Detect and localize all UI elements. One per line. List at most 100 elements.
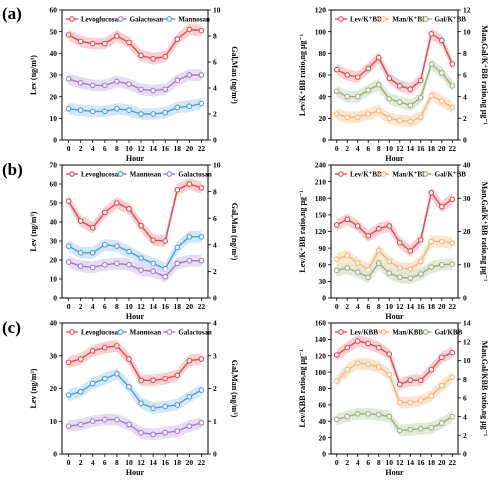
series-point (407, 102, 414, 109)
series-point (386, 223, 393, 229)
x-tick-label: 10 (125, 458, 133, 467)
series-point (396, 399, 403, 406)
y-right-tick-label: 0 (213, 450, 217, 459)
series-point (65, 423, 72, 430)
y-left-tick-label: 10 (50, 417, 58, 426)
legend-label: Mannosan (130, 171, 162, 179)
y-right-axis-label: Man,Gal/KBB ratio,ng μg⁻¹ (480, 341, 489, 437)
series-point (375, 81, 382, 88)
x-tick-label: 12 (396, 302, 404, 311)
y-right-axis-label: Gal,Man (ng/m³) (230, 203, 239, 261)
legend-marker (166, 16, 173, 22)
y-right-tick-label: 6 (213, 58, 217, 67)
x-tick-label: 6 (366, 144, 370, 153)
series-point (407, 275, 414, 281)
x-tick-label: 6 (366, 458, 370, 467)
series-point (449, 374, 456, 381)
series-point (150, 87, 156, 94)
y-left-tick-label: 0 (53, 136, 57, 145)
y-left-tick-label: 120 (315, 6, 327, 15)
y-right-tick-label: 0 (213, 294, 217, 303)
series-point (333, 111, 340, 117)
x-tick-label: 4 (356, 302, 360, 311)
legend-marker (69, 16, 75, 22)
series-point (114, 343, 120, 349)
legend-label: Mannosan (130, 329, 162, 337)
series-point (386, 95, 393, 102)
x-tick-label: 12 (137, 302, 145, 311)
y-right-tick-label: 1 (213, 417, 217, 426)
series-point (89, 249, 96, 256)
series-point (344, 252, 351, 259)
series-point (150, 431, 156, 438)
x-tick-label: 16 (417, 144, 425, 153)
x-axis-label: Hour (126, 154, 145, 163)
legend-label: Gal/K⁺BB (435, 171, 467, 179)
series-point (162, 273, 169, 280)
y-left-tick-label: 20 (319, 433, 327, 442)
series-point (89, 40, 96, 47)
legend-marker (338, 171, 344, 177)
y-left-tick-label: 100 (315, 27, 327, 36)
y-right-tick-label: 12 (463, 6, 471, 15)
series-point (407, 426, 414, 433)
series-point (354, 114, 361, 121)
x-tick-label: 0 (335, 458, 339, 467)
x-tick-label: 20 (438, 458, 446, 467)
legend-label: Lev/K⁺BB (350, 16, 382, 24)
series-point (101, 209, 108, 216)
series-point (150, 405, 156, 412)
y-left-axis-label: Lev/K⁺BB ratio,ng μg⁻¹ (298, 190, 307, 273)
series-point (333, 66, 340, 73)
series-point (354, 269, 361, 275)
series-point (101, 344, 108, 351)
series-point (186, 72, 193, 78)
y-left-tick-label: 90 (319, 244, 327, 253)
series-point (375, 107, 382, 114)
x-tick-label: 22 (198, 458, 206, 467)
series-point (449, 196, 456, 203)
series-point (396, 427, 403, 434)
series-point (344, 93, 351, 100)
chart-0: 0 2 4 6 8 10 12 14 16 18 20 22Hour01020304050600246… (29, 6, 239, 163)
series-point (174, 77, 181, 84)
series-point (65, 392, 72, 398)
series-point (344, 265, 351, 271)
x-tick-label: 12 (137, 144, 145, 153)
y-right-tick-label: 10 (213, 6, 221, 15)
series-point (198, 100, 205, 107)
series-point (126, 107, 132, 113)
series-band (68, 254, 202, 283)
y-right-tick-label: 2 (213, 110, 217, 119)
series-point (174, 260, 181, 267)
y-left-tick-label: 0 (322, 136, 326, 145)
x-tick-label: 10 (125, 144, 133, 153)
series-point (386, 115, 393, 122)
x-tick-label: 20 (438, 302, 446, 311)
y-right-tick-label: 40 (463, 161, 471, 170)
series-point (449, 413, 456, 420)
y-right-tick-label: 4 (463, 92, 467, 101)
series-point (407, 86, 414, 92)
series-point (333, 222, 340, 228)
legend-label: Man/KBB (392, 329, 423, 337)
series-point (375, 225, 382, 232)
series-point (198, 356, 205, 362)
series-point (138, 267, 144, 273)
series-point (438, 382, 445, 389)
series-point (449, 82, 456, 89)
legend-label: Galactosan (178, 171, 212, 179)
x-tick-label: 20 (186, 302, 194, 311)
legend-marker (166, 171, 173, 177)
series-point (375, 344, 382, 351)
series-point (186, 233, 193, 240)
series-point (65, 259, 72, 265)
y-right-axis-label: Man,Gal/K⁺BB ratio,ng μg⁻¹ (480, 182, 489, 282)
series-point (407, 118, 414, 125)
series-point (114, 78, 120, 85)
y-right-tick-label: 30 (463, 194, 471, 203)
y-left-axis-label: Lev (ng/m³) (29, 211, 38, 251)
legend-label: Galactosan (130, 16, 164, 24)
legend-marker (69, 329, 75, 335)
series-band (68, 340, 202, 387)
